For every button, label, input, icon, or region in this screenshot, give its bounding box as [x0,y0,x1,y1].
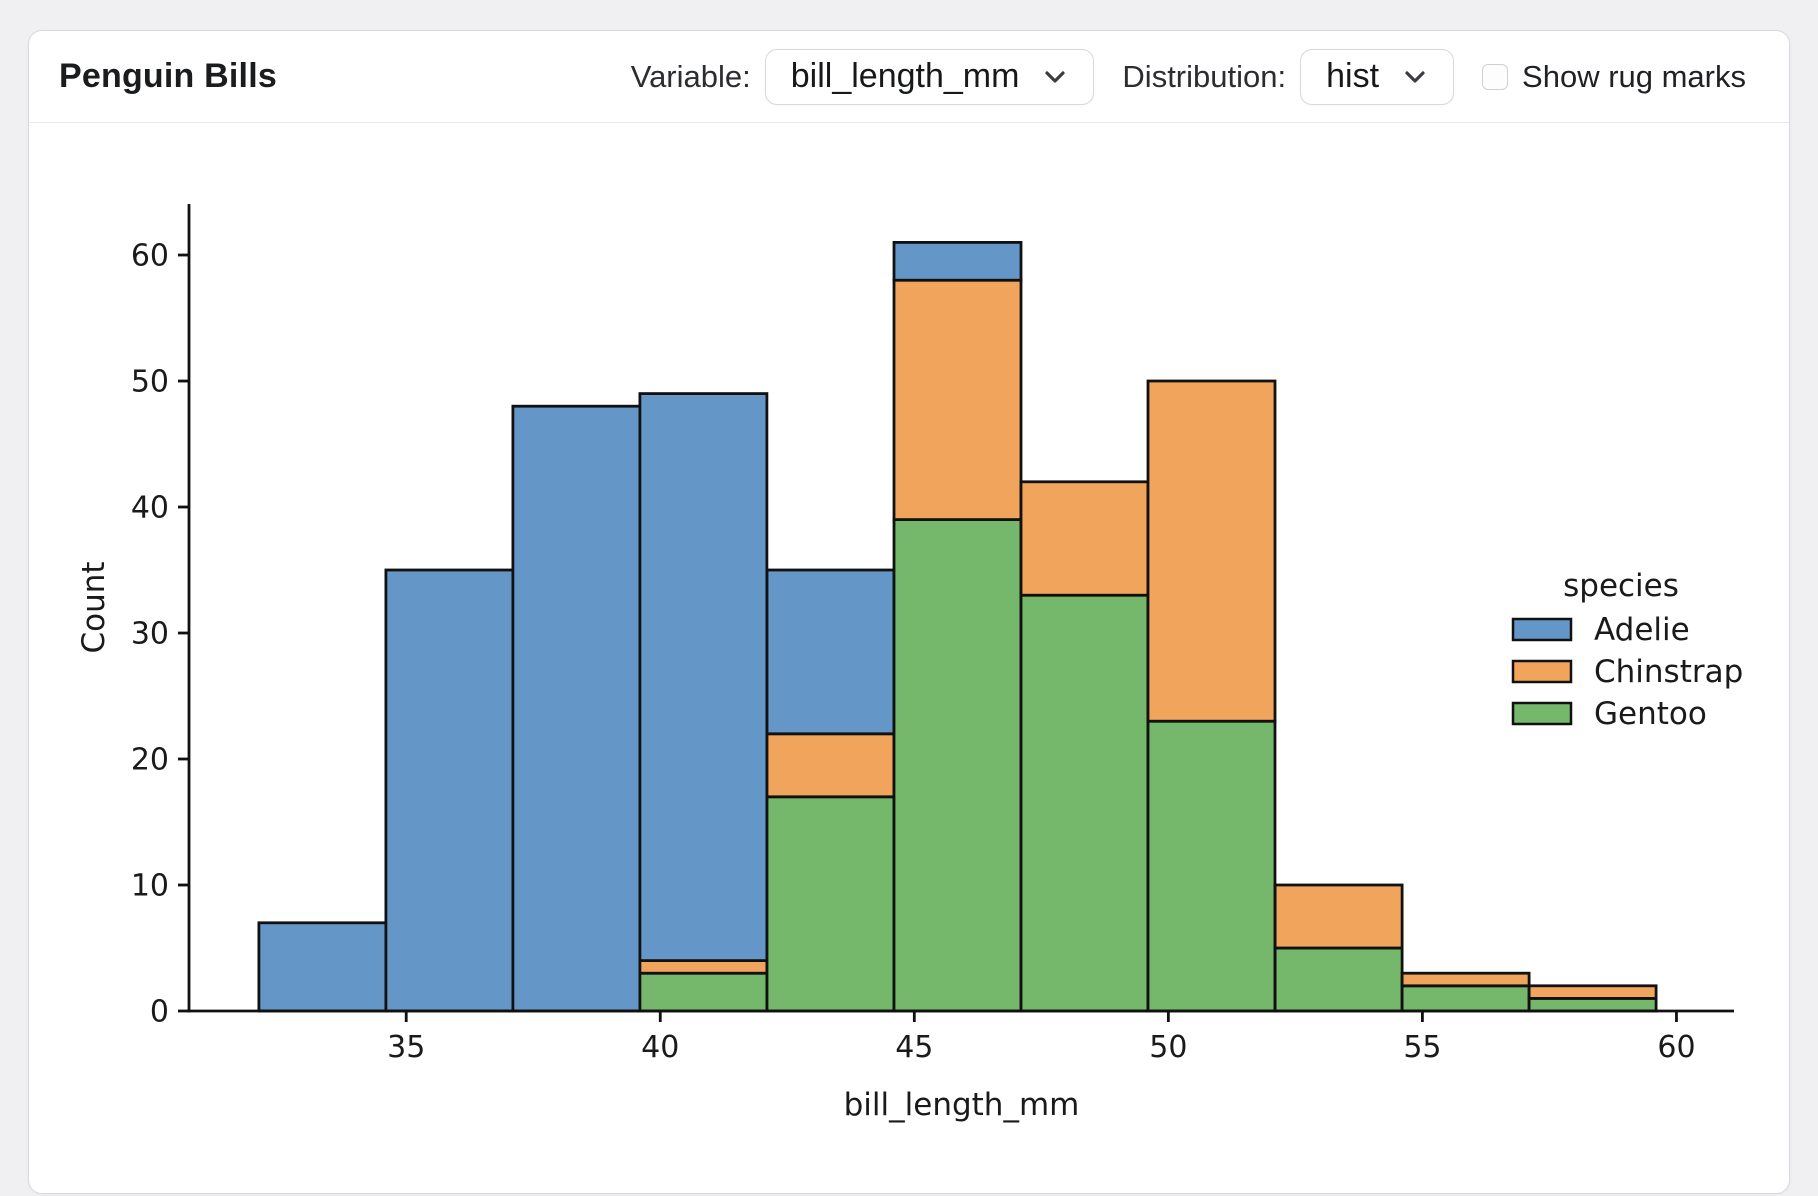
show-rug-checkbox[interactable] [1482,63,1509,90]
legend-title: species [1563,568,1679,604]
bar-segment-adelie-bin2 [511,404,642,1013]
bar-segment-chinstrap-bin8 [1273,883,1404,950]
bar-segment-gentoo-bin6 [1019,593,1150,1013]
bar-segment-adelie-bin0 [257,921,388,1013]
legend-swatch-chinstrap [1511,659,1573,684]
bar-segment-gentoo-bin10 [1527,997,1658,1013]
variable-dropdown[interactable]: bill_length_mm [764,48,1095,105]
y-tick-label: 40 [131,491,169,526]
header-bar: Penguin Bills Variable: bill_length_mm D… [29,31,1789,123]
app-card: Penguin Bills Variable: bill_length_mm D… [28,30,1790,1194]
distribution-label: Distribution: [1122,58,1287,94]
y-tick-label: 50 [131,365,169,400]
bar-segment-chinstrap-bin4 [765,732,896,799]
y-axis-label: Count [76,561,112,653]
page-title: Penguin Bills [59,57,277,95]
show-rug-label: Show rug marks [1522,58,1746,94]
y-tick-label: 60 [131,239,169,274]
bar-segment-gentoo-bin7 [1146,719,1277,1013]
bar-segment-chinstrap-bin6 [1019,480,1150,597]
legend-swatch-adelie [1511,617,1573,642]
bar-segment-adelie-bin4 [765,568,896,736]
bar-segment-chinstrap-bin10 [1527,984,1658,1000]
legend-label-chinstrap: Chinstrap [1594,654,1743,690]
x-axis-label: bill_length_mm [844,1087,1080,1123]
bar-segment-gentoo-bin4 [765,795,896,1013]
x-tick-label: 60 [1657,1030,1695,1065]
x-tick-label: 35 [387,1030,425,1065]
bar-segment-chinstrap-bin9 [1400,971,1531,988]
y-tick-label: 20 [131,743,169,778]
x-tick-label: 45 [895,1030,933,1065]
bar-segment-adelie-bin3 [638,392,769,963]
distribution-dropdown[interactable]: hist [1300,48,1455,105]
y-tick-label: 30 [131,617,169,652]
x-tick-label: 40 [641,1030,679,1065]
x-tick-label: 50 [1149,1030,1187,1065]
bar-segment-gentoo-bin8 [1273,946,1404,1013]
bar-segment-adelie-bin5 [892,241,1023,282]
y-tick-label: 0 [150,995,169,1030]
chevron-down-icon [1405,70,1425,83]
y-tick-label: 10 [131,869,169,904]
distribution-dropdown-value: hist [1326,57,1380,95]
legend-label-adelie: Adelie [1594,612,1690,648]
legend-label-gentoo: Gentoo [1594,696,1707,732]
legend-swatch-gentoo [1511,701,1573,726]
bar-segment-gentoo-bin5 [892,518,1023,1013]
bar-segment-gentoo-bin9 [1400,984,1531,1013]
variable-label: Variable: [630,58,751,94]
chart-area: 35 40 45 50 55 60 0 10 20 30 40 50 60 bill_length_mm C… [29,123,1789,1193]
bar-segment-chinstrap-bin7 [1146,379,1277,723]
x-tick-label: 55 [1403,1030,1441,1065]
bar-segment-chinstrap-bin5 [892,278,1023,521]
histogram-figure: 35 40 45 50 55 60 0 10 20 30 40 50 60 bill_length_mm C… [76,204,1743,1123]
variable-dropdown-value: bill_length_mm [790,57,1020,95]
bar-segment-gentoo-bin3 [638,971,769,1013]
bar-segment-chinstrap-bin3 [638,959,769,975]
bar-segment-adelie-bin1 [384,568,515,1013]
chevron-down-icon [1045,70,1066,83]
